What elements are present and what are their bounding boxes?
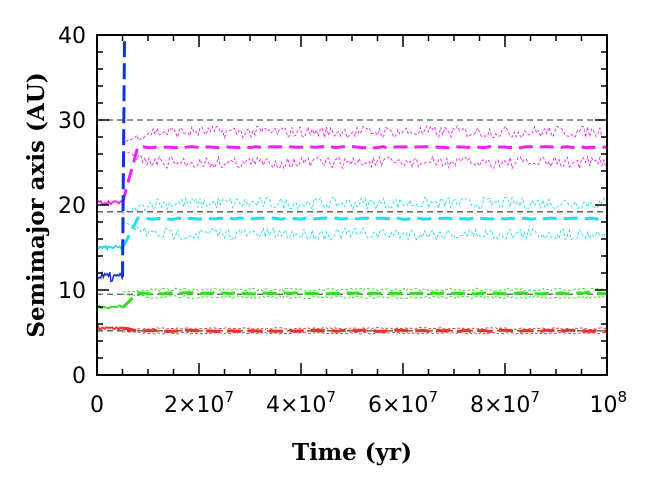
series-2 xyxy=(96,196,608,252)
series-2-mean xyxy=(121,216,608,249)
series-layer xyxy=(96,34,608,335)
x-tick-labels: 0 2×107 4×107 6×107 8×107 108 xyxy=(90,388,627,418)
x-tick-label: 4×107 xyxy=(266,388,336,418)
y-tick-label: 0 xyxy=(72,364,86,389)
x-axis-title: Time (yr) xyxy=(292,439,412,466)
series-3-pre xyxy=(96,199,123,206)
series-0 xyxy=(96,324,608,335)
series-3-mean xyxy=(121,145,608,204)
series-2-upper-envelope xyxy=(122,196,607,215)
y-tick-label: 30 xyxy=(58,109,86,134)
series-2-lower-envelope xyxy=(122,222,607,242)
series-4-ejection xyxy=(121,34,127,278)
series-1-upper-envelope xyxy=(122,287,607,293)
series-3-lower-envelope xyxy=(122,151,607,170)
series-1 xyxy=(96,287,608,310)
y-tick-label: 10 xyxy=(58,279,86,304)
series-4-pre xyxy=(96,270,124,283)
y-axis-title: Semimajor axis (AU) xyxy=(23,72,50,337)
series-0-pre xyxy=(96,324,124,332)
reference-lines xyxy=(97,119,607,332)
x-tick-label: 8×107 xyxy=(470,388,540,418)
y-tick-labels: 0 10 20 30 40 xyxy=(58,24,86,389)
axis-ticks xyxy=(96,34,608,376)
x-tick-label: 2×107 xyxy=(164,388,234,418)
y-tick-label: 20 xyxy=(58,194,86,219)
series-4 xyxy=(96,34,127,283)
series-1-lower-envelope xyxy=(122,293,607,300)
series-2-pre xyxy=(96,244,124,252)
series-0-lower-envelope xyxy=(122,331,607,335)
x-tick-label: 0 xyxy=(90,393,104,418)
x-tick-label: 6×107 xyxy=(368,388,438,418)
series-3 xyxy=(96,124,608,206)
series-1-mean xyxy=(121,291,608,309)
series-3-upper-envelope xyxy=(122,124,607,145)
series-0-mean xyxy=(122,326,608,333)
y-tick-label: 40 xyxy=(58,24,86,49)
x-tick-label: 108 xyxy=(589,388,627,418)
